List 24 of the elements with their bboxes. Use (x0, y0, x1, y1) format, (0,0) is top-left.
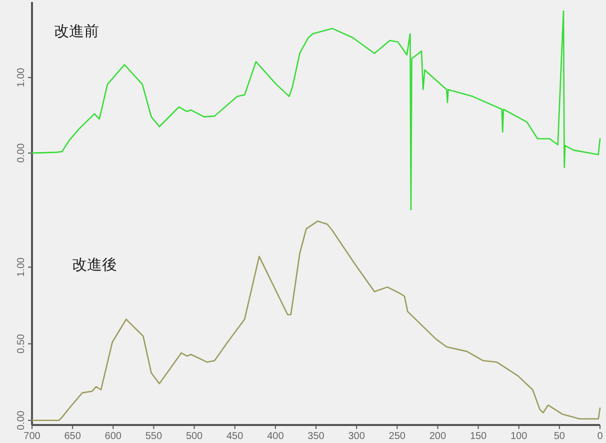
x-tick-label: 400 (267, 431, 284, 442)
y-tick-label: 0.00 (16, 410, 27, 430)
annotation: 改進後 (72, 256, 117, 274)
x-tick-label: 650 (64, 431, 82, 442)
x-tick-label: 700 (24, 431, 41, 442)
y-tick-label: 1.00 (16, 256, 27, 277)
x-tick-label: 200 (429, 431, 446, 442)
x-tick-label: 450 (226, 431, 244, 442)
x-tick-label: 250 (388, 431, 406, 442)
line-series (31, 10, 601, 210)
x-tick-label: 550 (145, 431, 162, 442)
y-tick-label: 0.50 (16, 334, 27, 354)
x-tick-label: 50 (554, 431, 566, 442)
x-tick-label: 500 (186, 431, 204, 442)
x-tick-label: 0 (597, 431, 604, 442)
y-tick-label: 1.00 (16, 67, 27, 88)
x-tick-label: 300 (348, 431, 366, 442)
y-tick-label: 0.00 (16, 142, 27, 163)
annotation: 改進前 (54, 23, 99, 40)
line-series (31, 220, 601, 422)
x-tick-label: 350 (308, 431, 325, 442)
x-tick-label: 150 (470, 431, 488, 442)
x-tick-label: 100 (510, 431, 528, 442)
x-tick-label: 600 (104, 431, 122, 442)
